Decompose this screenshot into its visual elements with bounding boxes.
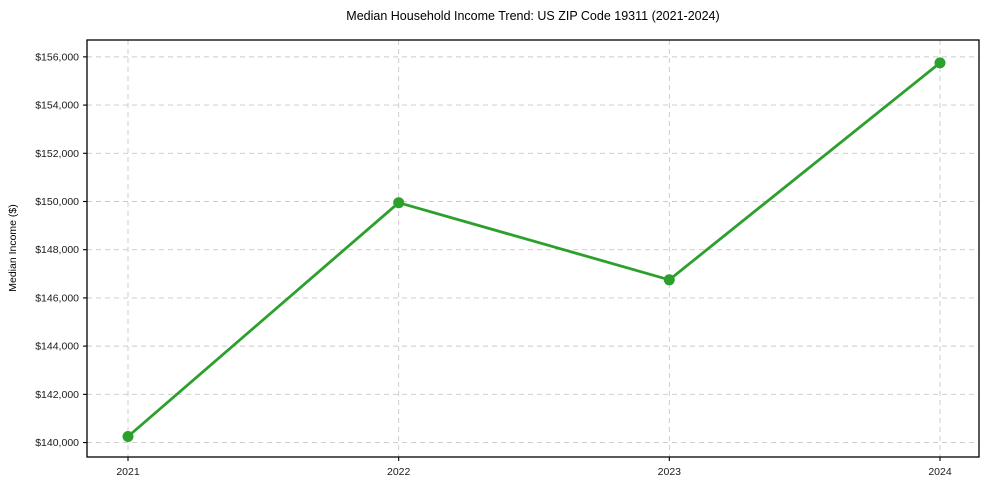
x-tick-label: 2021 (116, 466, 140, 478)
plot-border (86, 39, 980, 458)
y-tick-label: $148,000 (35, 244, 79, 256)
data-point-2023 (663, 274, 675, 286)
chart-title: Median Household Income Trend: US ZIP Co… (346, 9, 720, 23)
data-point-2021 (122, 431, 134, 442)
y-tick-label: $150,000 (35, 196, 79, 208)
x-tick-label: 2024 (928, 466, 952, 478)
income-trend-line (126, 61, 942, 438)
x-tick-label: 2022 (387, 466, 411, 478)
y-tick-label: $154,000 (35, 100, 79, 112)
data-point-2022 (393, 197, 405, 209)
y-tick-label: $146,000 (35, 292, 79, 304)
y-tick-label: $144,000 (35, 341, 79, 353)
data-point-2024 (934, 57, 946, 69)
y-tick-label: $152,000 (35, 148, 79, 160)
x-tick-label: 2023 (658, 466, 682, 478)
y-tick-label: $142,000 (35, 389, 79, 401)
y-tick-label: $156,000 (35, 51, 79, 63)
y-tick-label: $140,000 (35, 437, 79, 449)
